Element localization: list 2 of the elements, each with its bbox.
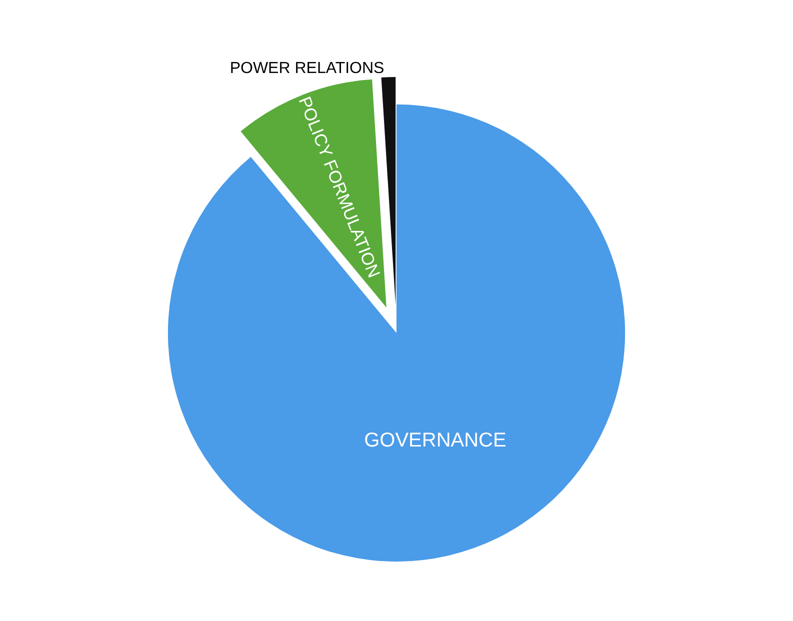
slice-label: POWER RELATIONS bbox=[230, 60, 384, 78]
slice-label: GOVERNANCE bbox=[364, 430, 506, 452]
